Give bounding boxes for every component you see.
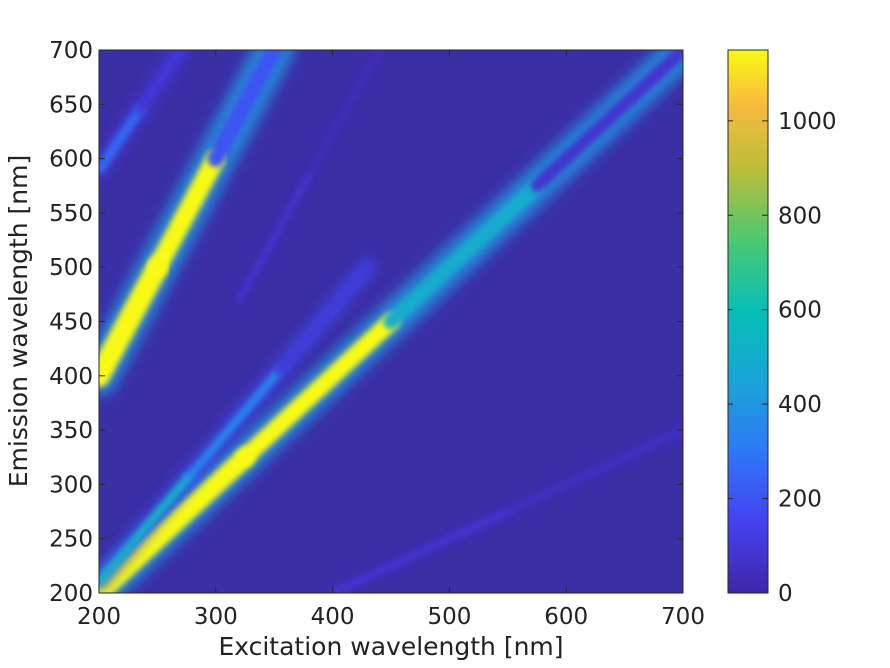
y-tick-label: 500 xyxy=(49,255,93,281)
heat-band-raman-first-order xyxy=(99,259,376,591)
y-tick-label: 350 xyxy=(49,418,93,444)
heat-band-raman-second-order xyxy=(99,50,190,179)
y-tick-label: 650 xyxy=(49,92,93,118)
y-tick-label: 450 xyxy=(49,310,93,336)
heat-band-rayleigh-first-order xyxy=(99,50,683,593)
x-tick-label: 500 xyxy=(427,604,471,630)
colorbar-tick-label: 1000 xyxy=(778,109,837,135)
heat-band-rayleigh-second-order xyxy=(99,50,295,396)
y-tick-label: 300 xyxy=(49,472,93,498)
y-tick-label: 400 xyxy=(49,364,93,390)
colorbar-tick-label: 800 xyxy=(778,203,822,229)
x-axis-label: Excitation wavelength [nm] xyxy=(218,632,563,661)
colorbar-tick-label: 600 xyxy=(778,298,822,324)
heat-band-half-order-line xyxy=(326,423,683,593)
x-tick-label: 300 xyxy=(194,604,238,630)
y-axis: 200 250 300 350 400 450 500 550 600 650 700 xyxy=(49,38,683,607)
y-tick-label: 200 xyxy=(49,581,93,607)
y-axis-label: Emission wavelength [nm] xyxy=(4,155,33,487)
y-tick-label: 250 xyxy=(49,527,93,553)
y-tick-label: 600 xyxy=(49,147,93,173)
x-tick-label: 200 xyxy=(77,604,121,630)
colorbar-tick-label: 0 xyxy=(778,581,793,607)
y-tick-label: 550 xyxy=(49,201,93,227)
colorbar-tick-label: 400 xyxy=(778,392,822,418)
colorbar-ticks: 0 200 400 600 800 1000 xyxy=(728,109,837,607)
x-tick-label: 700 xyxy=(661,604,705,630)
y-tick-label: 700 xyxy=(49,38,93,64)
heatmap-layer xyxy=(99,50,683,593)
x-tick-label: 400 xyxy=(311,604,355,630)
heat-band-faint-second-order xyxy=(233,50,385,306)
colorbar xyxy=(727,49,769,594)
x-tick-label: 600 xyxy=(544,604,588,630)
x-axis: 200 300 400 500 600 700 xyxy=(77,50,705,630)
colorbar-tick-label: 200 xyxy=(778,487,822,513)
